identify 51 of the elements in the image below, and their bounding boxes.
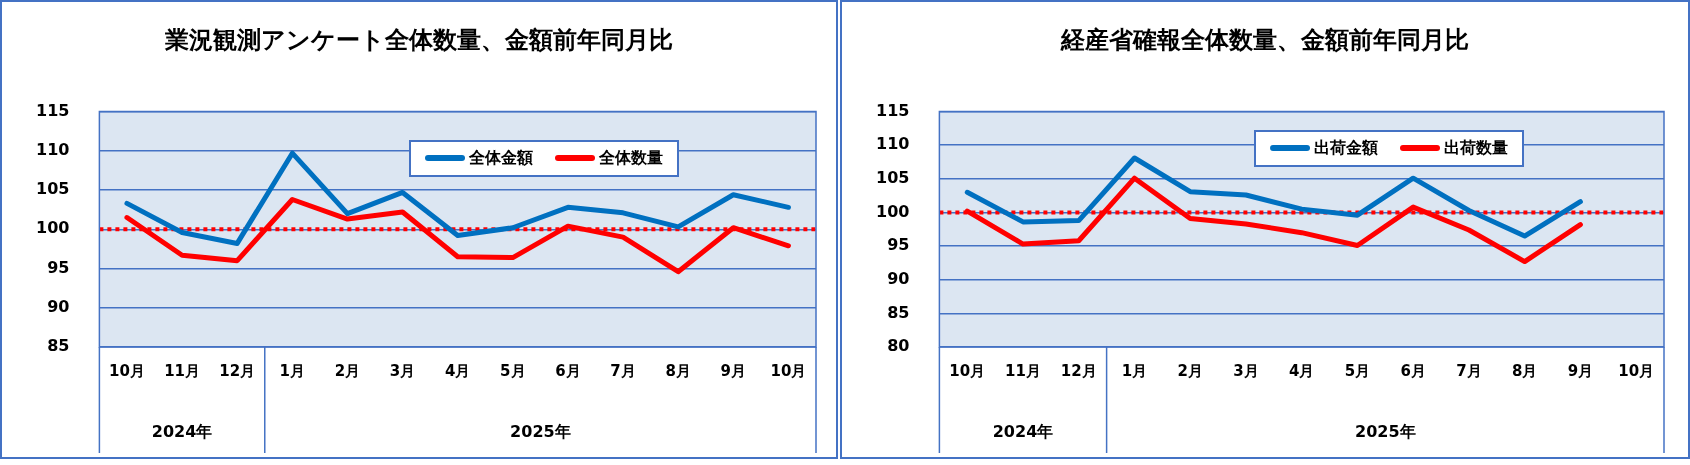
text: 2024年 bbox=[992, 422, 1054, 442]
y-tick-label: 115 bbox=[35, 100, 70, 120]
y-tick-label: 85 bbox=[47, 336, 70, 356]
y-tick-label: 110 bbox=[875, 134, 910, 154]
chart-title: 経産省確報全体数量、金額前年同月比 bbox=[1059, 25, 1470, 56]
x-tick-label: 12月 bbox=[219, 361, 256, 380]
legend-label: 全体金額 bbox=[468, 147, 533, 169]
x-tick-label: 11月 bbox=[164, 361, 201, 380]
x-tick-label: 6月 bbox=[1400, 361, 1426, 380]
x-tick-label: 10月 bbox=[1618, 361, 1655, 380]
x-tick-label: 5月 bbox=[1344, 361, 1371, 380]
text: 2024年 bbox=[151, 422, 213, 442]
x-tick-label: 2月 bbox=[1177, 361, 1203, 380]
y-tick-label: 90 bbox=[887, 268, 910, 288]
y-tick-label: 95 bbox=[887, 235, 910, 255]
x-tick-label: 10月 bbox=[109, 361, 145, 380]
x-tick-label: 8月 bbox=[665, 361, 691, 380]
legend-label: 全体数量 bbox=[598, 147, 663, 169]
x-tick-label: 11月 bbox=[1005, 361, 1041, 380]
x-tick-label: 7月 bbox=[610, 361, 636, 380]
y-tick-label: 110 bbox=[35, 139, 70, 159]
text: 2025年 bbox=[510, 422, 571, 442]
x-tick-label: 1月 bbox=[279, 361, 306, 380]
y-tick-label: 95 bbox=[47, 257, 70, 277]
legend-label: 出荷数量 bbox=[1443, 137, 1508, 159]
x-tick-label: 4月 bbox=[1288, 361, 1315, 380]
y-tick-label: 80 bbox=[887, 336, 910, 356]
x-tick-label: 7月 bbox=[1456, 361, 1482, 380]
chart-title: 業況観測アンケート全体数量、金額前年同月比 bbox=[164, 25, 674, 56]
y-tick-label: 85 bbox=[887, 302, 910, 322]
x-tick-label: 10月 bbox=[949, 361, 986, 380]
x-tick-label: 12月 bbox=[1060, 361, 1097, 380]
x-tick-label: 2月 bbox=[334, 361, 361, 380]
y-tick-label: 105 bbox=[35, 179, 70, 199]
x-tick-label: 9月 bbox=[1567, 361, 1594, 380]
x-tick-label: 5月 bbox=[500, 361, 526, 380]
x-tick-label: 3月 bbox=[389, 361, 416, 380]
x-tick-label: 10月 bbox=[770, 361, 807, 380]
y-tick-label: 115 bbox=[875, 100, 910, 120]
y-tick-label: 100 bbox=[875, 201, 910, 221]
x-tick-label: 8月 bbox=[1511, 361, 1538, 380]
x-tick-label: 3月 bbox=[1233, 361, 1259, 380]
y-tick-label: 105 bbox=[875, 168, 910, 188]
x-tick-label: 1月 bbox=[1121, 361, 1148, 380]
legend-label: 出荷金額 bbox=[1313, 137, 1378, 159]
x-tick-label: 9月 bbox=[720, 361, 747, 380]
text: 2025年 bbox=[1355, 422, 1416, 442]
y-tick-label: 100 bbox=[35, 218, 70, 238]
y-tick-label: 90 bbox=[47, 296, 70, 316]
x-tick-label: 4月 bbox=[444, 361, 471, 380]
x-tick-label: 6月 bbox=[555, 361, 581, 380]
